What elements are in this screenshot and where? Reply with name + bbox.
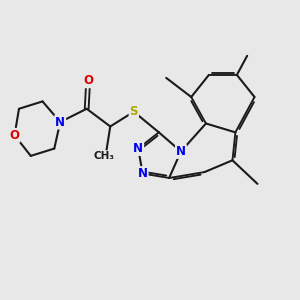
Text: N: N [133,142,143,155]
Text: N: N [55,116,65,128]
Text: O: O [10,129,20,142]
Text: S: S [130,105,138,118]
Text: N: N [176,145,186,158]
Text: O: O [83,74,93,87]
Text: N: N [138,167,148,180]
Text: CH₃: CH₃ [94,151,115,161]
